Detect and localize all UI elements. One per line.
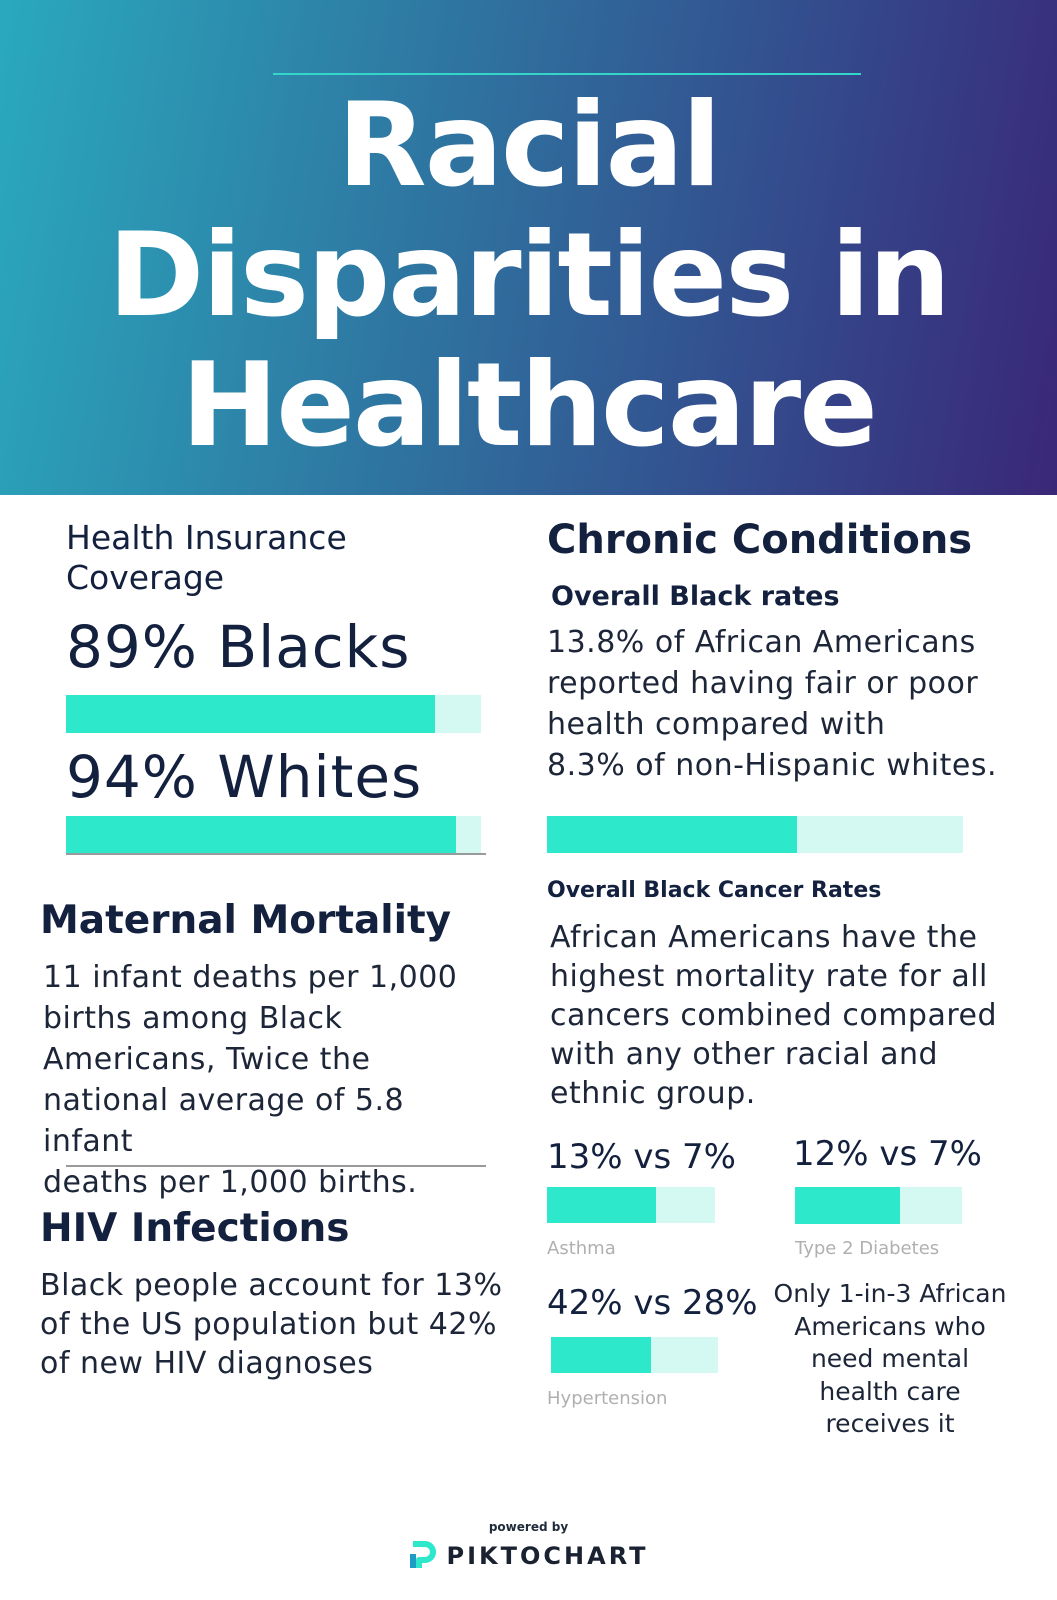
header-banner <box>0 0 1057 495</box>
maternal-text-line: 11 infant deaths per 1,000 <box>43 960 458 995</box>
mental-health-text-line: Only 1-in-3 African <box>773 1279 1007 1308</box>
insurance-whites-label: 94% Whites <box>66 743 423 811</box>
hiv-text-line: of new HIV diagnoses <box>40 1346 374 1381</box>
insurance-heading: Health Insurance Coverage <box>66 518 347 597</box>
chronic-heading: Chronic Conditions <box>547 517 973 563</box>
mental-health-text-line: health care <box>819 1376 961 1406</box>
cancer-heading: Overall Black Cancer Rates <box>547 878 882 903</box>
overall-rates-text-line: 13.8% of African Americans <box>547 625 976 660</box>
insurance-blacks-label: 89% Blacks <box>66 613 411 681</box>
diabetes-bar <box>795 1187 962 1224</box>
title-line-1: Racial <box>337 78 721 213</box>
piktochart-logo[interactable]: PIKTOCHART <box>0 1540 1057 1576</box>
asthma-bar-fill <box>547 1187 657 1223</box>
cancer-text-line: ethnic group. <box>550 1076 756 1111</box>
hiv-text-line: of the US population but 42% <box>40 1307 497 1342</box>
maternal-text-line: Americans, Twice the <box>43 1042 371 1077</box>
insurance-divider <box>66 853 486 855</box>
hiv-text-line: Black people account for 13% <box>40 1268 503 1303</box>
insurance-whites-bar <box>66 816 481 854</box>
maternal-text-line: births among Black <box>43 1001 343 1036</box>
maternal-text-line: national average of 5.8 infant <box>43 1083 405 1159</box>
maternal-divider <box>66 1165 486 1167</box>
mental-health-text-line: need mental <box>810 1344 970 1373</box>
diabetes-bar-fill <box>795 1187 901 1224</box>
overall-rates-text: 13.8% of African Americans reported havin… <box>547 622 1027 786</box>
maternal-heading: Maternal Mortality <box>40 898 452 943</box>
piktochart-wordmark: PIKTOCHART <box>446 1542 649 1570</box>
insurance-blacks-bar-fill <box>66 695 436 733</box>
powered-by-label: powered by <box>488 1520 569 1534</box>
mental-health-text-line: receives it <box>825 1409 955 1438</box>
overall-rates-bar <box>547 816 963 853</box>
maternal-text-line: deaths per 1,000 births. <box>43 1165 418 1200</box>
cancer-text-line: with any other racial and <box>550 1037 939 1072</box>
title-line-3: Healthcare <box>181 338 878 473</box>
overall-rates-text-line: health compared with <box>547 707 886 742</box>
diabetes-label: 12% vs 7% <box>793 1134 982 1174</box>
piktochart-logo-icon <box>409 1541 436 1568</box>
hiv-heading: HIV Infections <box>40 1206 350 1251</box>
overall-rates-heading: Overall Black rates <box>551 581 840 612</box>
hypertension-bar-fill <box>551 1337 652 1373</box>
hiv-text: Black people account for 13% of the US po… <box>40 1266 510 1383</box>
maternal-text: 11 infant deaths per 1,000 births among B… <box>43 957 503 1203</box>
asthma-label: 13% vs 7% <box>547 1137 736 1177</box>
cancer-text-line: African Americans have the <box>550 920 978 955</box>
overall-rates-text-line: reported having fair or poor <box>547 666 979 701</box>
asthma-caption: Asthma <box>547 1238 616 1259</box>
cancer-text-line: highest mortality rate for all <box>550 959 988 994</box>
insurance-blacks-bar <box>66 695 481 733</box>
header-rule <box>273 73 861 75</box>
title-line-2: Disparities in <box>107 208 951 343</box>
mental-health-text: Only 1-in-3 African Americans who need men… <box>770 1278 1010 1441</box>
hypertension-caption: Hypertension <box>547 1388 668 1409</box>
overall-rates-bar-fill <box>547 816 797 853</box>
mental-health-text-line: Americans who <box>794 1311 986 1341</box>
hypertension-bar <box>551 1337 718 1373</box>
insurance-whites-bar-fill <box>66 816 457 854</box>
cancer-text: African Americans have the highest mortal… <box>550 918 1020 1113</box>
diabetes-caption: Type 2 Diabetes <box>795 1238 940 1259</box>
asthma-bar <box>547 1187 715 1223</box>
cancer-text-line: cancers combined compared <box>550 998 998 1033</box>
hypertension-label: 42% vs 28% <box>547 1283 758 1323</box>
overall-rates-text-line: 8.3% of non-Hispanic whites. <box>547 748 998 783</box>
